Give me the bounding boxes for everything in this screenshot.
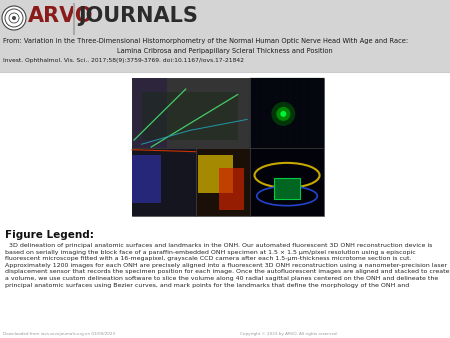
- Text: Lamina Cribrosa and Peripapillary Scleral Thickness and Position: Lamina Cribrosa and Peripapillary Sclera…: [117, 48, 333, 54]
- Circle shape: [271, 102, 295, 126]
- Bar: [250, 78, 324, 148]
- Text: Figure Legend:: Figure Legend:: [5, 230, 94, 240]
- Circle shape: [276, 107, 290, 121]
- Bar: [142, 92, 238, 140]
- Bar: [274, 178, 301, 199]
- Text: ARVO: ARVO: [28, 6, 94, 26]
- Bar: [132, 154, 161, 203]
- Text: Downloaded from iovs.arvojournals.org on 03/09/2023                             : Downloaded from iovs.arvojournals.org on…: [3, 332, 338, 336]
- Circle shape: [12, 16, 16, 20]
- Bar: [132, 78, 166, 148]
- Bar: [198, 154, 233, 193]
- Text: JOURNALS: JOURNALS: [78, 6, 198, 26]
- Text: 3D delineation of principal anatomic surfaces and landmarks in the ONH. Our auto: 3D delineation of principal anatomic sur…: [5, 243, 450, 288]
- Bar: [132, 78, 324, 216]
- Bar: [219, 168, 244, 210]
- Bar: [250, 148, 324, 216]
- Bar: [0, 0, 450, 72]
- Text: Invest. Ophthalmol. Vis. Sci.. 2017;58(9):3759-3769. doi:10.1167/iovs.17-21842: Invest. Ophthalmol. Vis. Sci.. 2017;58(9…: [3, 58, 244, 63]
- Bar: [132, 148, 196, 216]
- Bar: [132, 78, 250, 148]
- Circle shape: [280, 111, 286, 117]
- Bar: [196, 148, 250, 216]
- Circle shape: [2, 6, 26, 30]
- Text: From: Variation in the Three-Dimensional Histomorphometry of the Normal Human Op: From: Variation in the Three-Dimensional…: [3, 38, 408, 44]
